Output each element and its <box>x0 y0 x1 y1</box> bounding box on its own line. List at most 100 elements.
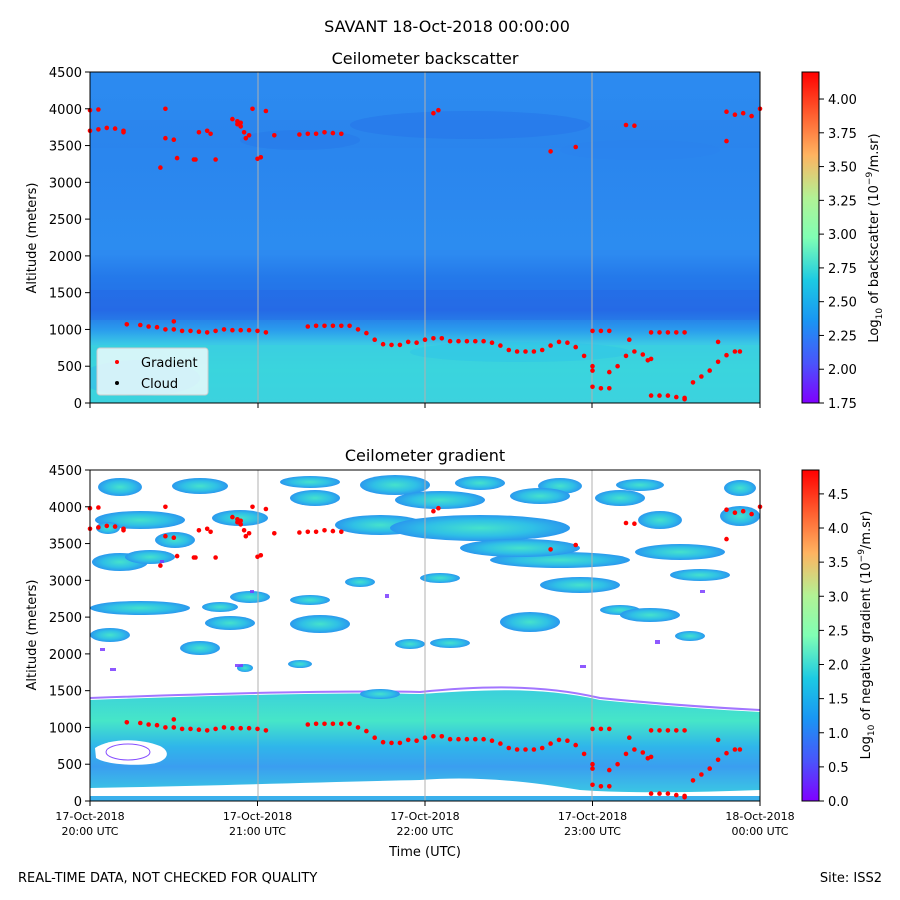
footer-site: Site: ISS2 <box>820 871 882 886</box>
gradient-point <box>447 736 453 742</box>
gradient-point <box>297 132 302 137</box>
x-tick-time: 20:00 UTC <box>61 825 118 838</box>
backscatter-colorbar-tick-label: 2.25 <box>828 329 857 344</box>
gradient-point <box>204 526 210 532</box>
gradient-point <box>632 349 637 354</box>
gradient-point <box>539 745 545 751</box>
gradient-point <box>322 528 327 533</box>
gradient-point <box>682 330 687 335</box>
gradient-ylabel: Altitude (meters) <box>25 580 40 691</box>
gradient-point <box>193 555 198 560</box>
gradient-point <box>657 393 662 398</box>
gradient-point <box>297 530 302 535</box>
gradient-point <box>531 349 537 354</box>
gradient-y-tick-label: 2500 <box>49 611 82 626</box>
gradient-point <box>96 127 101 132</box>
gradient-point <box>657 791 662 796</box>
gradient-point <box>339 721 344 727</box>
gradient-colorbar-tick-label: 2.0 <box>828 659 849 674</box>
gradient-point <box>405 737 411 743</box>
gradient-point <box>648 393 654 398</box>
gradient-point <box>313 323 319 329</box>
gradient-point <box>138 322 143 328</box>
gradient-point <box>674 330 679 335</box>
backscatter-colorbar-tick-label: 3.50 <box>828 161 857 176</box>
gradient-point <box>640 750 646 755</box>
gradient-point <box>548 149 553 154</box>
gradient-point <box>305 324 311 329</box>
gradient-point <box>481 338 486 344</box>
gradient-point <box>188 726 193 732</box>
gradient-point <box>96 505 101 510</box>
gradient-point <box>598 328 604 334</box>
gradient-point <box>473 736 478 742</box>
gradient-y-tick-label: 1000 <box>49 721 82 736</box>
gradient-point <box>607 328 612 334</box>
gradient-colorbar-tick-label: 2.5 <box>828 624 849 639</box>
gradient-point <box>272 133 277 138</box>
gradient-point <box>590 384 595 390</box>
gradient-point <box>431 110 436 116</box>
gradient-colorbar-tick-label: 1.0 <box>828 727 849 742</box>
gradient-point <box>305 131 311 137</box>
gradient-point <box>174 155 180 161</box>
gradient-colorbar-tick-label: 4.5 <box>828 488 849 503</box>
gradient-xlabel: Time (UTC) <box>388 845 461 860</box>
gradient-point <box>104 523 110 529</box>
gradient-point <box>238 522 243 527</box>
gradient-point <box>171 535 177 540</box>
gradient-point <box>238 327 243 333</box>
gradient-point <box>138 720 143 726</box>
gradient-point <box>204 330 210 335</box>
gradient-point <box>590 726 595 732</box>
gradient-point <box>590 363 595 369</box>
gradient-point <box>489 738 495 743</box>
x-tick-date: 17-Oct-2018 <box>558 810 627 823</box>
gradient-point <box>514 349 520 354</box>
gradient-point <box>221 327 227 332</box>
gradient-point <box>414 738 419 743</box>
gradient-point <box>355 725 361 730</box>
gradient-point <box>436 505 441 511</box>
gradient-point <box>188 328 193 334</box>
backscatter-y-axis: 0 500 1000 1500 2000 2500 3000 3500 4000 4500 <box>49 66 90 412</box>
gradient-point <box>305 722 311 727</box>
gradient-point <box>707 766 712 771</box>
gradient-point <box>506 745 512 751</box>
gradient-point <box>179 328 185 334</box>
gradient-point <box>196 329 202 335</box>
gradient-point <box>246 725 252 731</box>
backscatter-y-tick-label: 0 <box>74 397 82 412</box>
gradient-point <box>439 734 445 739</box>
x-tick-date: 17-Oct-2018 <box>223 810 292 823</box>
gradient-point <box>439 336 445 341</box>
gradient-point <box>556 737 562 743</box>
legend: Gradient Cloud <box>96 347 209 396</box>
gradient-point <box>196 130 202 135</box>
gradient-point <box>590 766 595 771</box>
gradient-y-tick-label: 2000 <box>49 648 82 663</box>
gradient-point <box>241 528 247 533</box>
gradient-point <box>607 369 612 375</box>
gradient-point <box>213 328 218 334</box>
gradient-point <box>431 734 436 739</box>
gradient-point <box>322 323 327 329</box>
gradient-gradient-points <box>87 504 763 800</box>
gradient-point <box>163 135 168 141</box>
gradient-point <box>230 116 235 122</box>
gradient-point <box>196 528 202 533</box>
gradient-point <box>339 323 344 329</box>
gradient-point <box>339 131 344 137</box>
gradient-point <box>699 772 704 777</box>
gradient-point <box>456 338 461 344</box>
gradient-point <box>607 784 612 789</box>
gradient-point <box>171 327 177 332</box>
gradient-point <box>715 737 721 743</box>
gradient-point <box>104 125 110 131</box>
gradient-point <box>556 339 562 345</box>
x-tick-time: 21:00 UTC <box>229 825 286 838</box>
gradient-point <box>389 740 394 746</box>
gradient-point <box>598 784 604 789</box>
gradient-point <box>724 109 729 114</box>
gradient-point <box>690 778 696 783</box>
